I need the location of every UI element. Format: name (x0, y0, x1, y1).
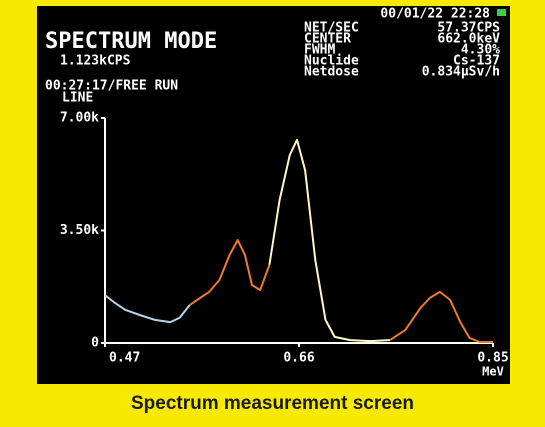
caption: Spectrum measurement screen (0, 393, 545, 415)
x-axis-label: MeV (482, 365, 504, 379)
page: SPECTRUM MODE 1.123kCPS 00:27:17/FREE RU… (0, 0, 545, 427)
y-tick-label: 3.50k (60, 223, 99, 238)
screen: SPECTRUM MODE 1.123kCPS 00:27:17/FREE RU… (0, 0, 545, 390)
x-tick-label: 0.47 (109, 351, 140, 366)
readout-label: Netdose (304, 65, 359, 80)
mode: LINE (62, 91, 93, 106)
datetime: 00/01/22 22:28 (380, 7, 490, 22)
x-tick-label: 0.85 (477, 351, 508, 366)
y-tick-label: 0 (91, 336, 99, 351)
x-tick-label: 0.66 (283, 351, 314, 366)
mode-title: SPECTRUM MODE (45, 29, 217, 54)
readout-value: 0.834µSv/h (422, 65, 500, 80)
battery (497, 9, 506, 16)
rate: 1.123kCPS (60, 54, 131, 69)
y-tick-label: 7.00k (60, 111, 99, 126)
